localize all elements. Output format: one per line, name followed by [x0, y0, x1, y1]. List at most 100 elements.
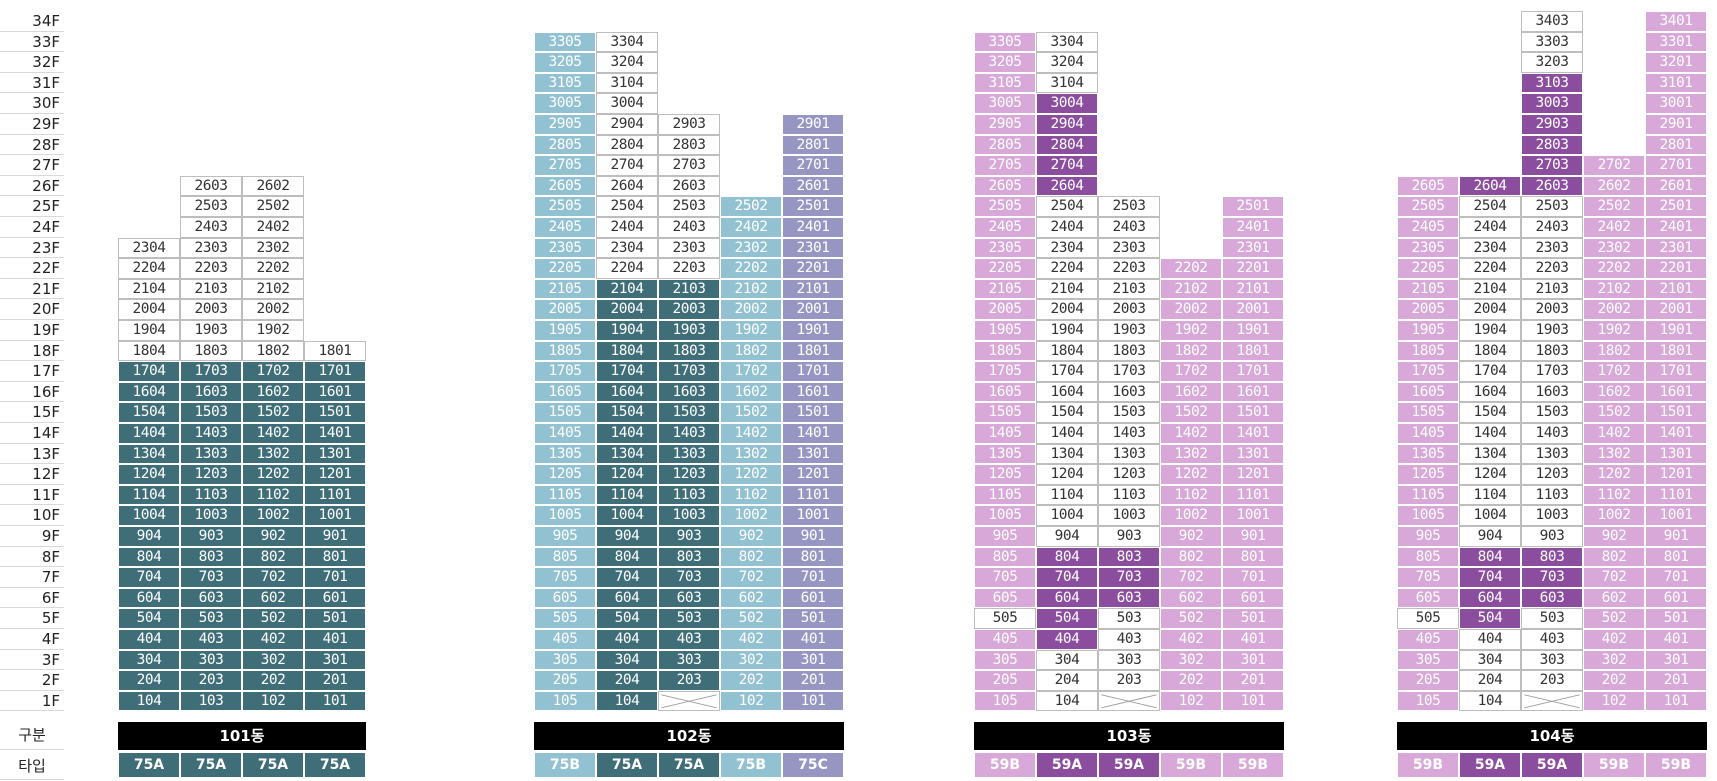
unit-cell: 1905: [974, 320, 1036, 341]
unit-cell: 2201: [782, 258, 844, 279]
unit-cell: 201: [1222, 670, 1284, 691]
unit-cell: 704: [1459, 567, 1521, 588]
unit-cell: 2402: [1583, 217, 1645, 238]
unit-cell: 602: [720, 587, 782, 609]
unit-cell: 1801: [782, 340, 844, 362]
unit-cell: 1404: [596, 423, 658, 444]
unit-cell: 2405: [534, 217, 596, 238]
unit-cell: 2503: [1098, 196, 1160, 217]
unit-cell: 1505: [974, 402, 1036, 423]
unit-cell: 2502: [720, 196, 782, 217]
unit-cell: 2004: [118, 299, 180, 320]
unit-cell: 2002: [1160, 299, 1222, 320]
unit-cell: 2303: [1098, 237, 1160, 259]
unit-cell: 1401: [1222, 423, 1284, 444]
unit-cell: 203: [658, 670, 720, 691]
unit-cell: 2003: [658, 299, 720, 320]
unit-cell: 3004: [596, 93, 658, 114]
unit-cell: 1305: [1397, 443, 1459, 465]
unit-cell: 2403: [180, 217, 242, 238]
unit-cell: 1702: [1160, 361, 1222, 382]
unit-cell: 1901: [782, 320, 844, 341]
unit-type-cell: 59A: [1036, 752, 1098, 778]
unit-cell: 1204: [1459, 464, 1521, 485]
unit-cell: 2703: [1521, 155, 1583, 176]
unit-cell: 1601: [1645, 381, 1707, 403]
floor-label: 33F: [0, 32, 64, 53]
unit-cell: 2804: [1036, 134, 1098, 156]
unit-cell: 802: [720, 546, 782, 568]
unit-cell: 1304: [596, 443, 658, 465]
unit-cell: 1704: [1036, 361, 1098, 382]
unit-cell: 2104: [596, 278, 658, 300]
unit-cell: 1704: [596, 361, 658, 382]
unit-cell: 2104: [1459, 278, 1521, 300]
unit-cell: 2102: [242, 278, 304, 300]
unit-cell: 902: [242, 526, 304, 547]
unit-cell: 1405: [974, 423, 1036, 444]
unit-cell: 2305: [974, 237, 1036, 259]
unit-cell: 3201: [1645, 52, 1707, 73]
unit-cell: 305: [1397, 649, 1459, 671]
unit-cell: 601: [1645, 587, 1707, 609]
unit-cell: 1401: [782, 423, 844, 444]
unit-cell: 2601: [782, 175, 844, 197]
unit-cell: 201: [782, 670, 844, 691]
floor-label: 18F: [0, 341, 64, 362]
unit-cell: 2003: [180, 299, 242, 320]
unit-cell: 1404: [118, 423, 180, 444]
unit-cell: 803: [1098, 546, 1160, 568]
unit-cell: 1604: [596, 381, 658, 403]
unit-cell: 305: [974, 649, 1036, 671]
unit-cell: 1305: [974, 443, 1036, 465]
unit-cell: 301: [782, 649, 844, 671]
unit-cell: 3305: [534, 31, 596, 53]
unit-cell: 1303: [180, 443, 242, 465]
unit-cell: 2202: [242, 258, 304, 279]
unit-cell: 1905: [534, 320, 596, 341]
unit-cell: 901: [1222, 526, 1284, 547]
unit-cell: 1902: [1583, 320, 1645, 341]
unit-type-cell: 75A: [242, 752, 304, 778]
unit-cell: 1002: [1583, 505, 1645, 526]
unit-cell: 1601: [1222, 381, 1284, 403]
unit-cell: 3005: [534, 93, 596, 114]
unit-cell: 2203: [180, 258, 242, 279]
unit-cell: 1703: [1098, 361, 1160, 382]
unit-cell: 2401: [1222, 217, 1284, 238]
unit-cell: 304: [1036, 649, 1098, 671]
unit-cell: 1503: [658, 402, 720, 423]
unit-cell: 1503: [180, 402, 242, 423]
unit-cell: 1103: [1521, 484, 1583, 506]
unit-cell: 1705: [974, 361, 1036, 382]
unit-cell: 1702: [1583, 361, 1645, 382]
unit-cell: 104: [118, 690, 180, 712]
unit-cell: 803: [658, 546, 720, 568]
unit-cell: 302: [1583, 649, 1645, 671]
unit-cell: 604: [1459, 587, 1521, 609]
unit-cell: 1402: [720, 423, 782, 444]
unit-cell: 2905: [534, 114, 596, 135]
unit-type-cell: 59A: [1459, 752, 1521, 778]
unit-cell: 1605: [1397, 381, 1459, 403]
unit-cell: 803: [1521, 546, 1583, 568]
unit-cell: 1201: [1222, 464, 1284, 485]
unit-cell: 401: [782, 629, 844, 650]
unit-cell: 2503: [1521, 196, 1583, 217]
unit-cell: 2501: [1222, 196, 1284, 217]
unavailable-unit-cell: [1521, 690, 1583, 712]
unit-cell: 801: [782, 546, 844, 568]
unit-cell: 904: [596, 526, 658, 547]
unit-cell: 1804: [1036, 340, 1098, 362]
unit-cell: 1202: [1583, 464, 1645, 485]
unit-cell: 1203: [180, 464, 242, 485]
unit-cell: 2603: [180, 175, 242, 197]
unit-cell: 501: [304, 608, 366, 629]
unit-cell: 301: [304, 649, 366, 671]
unit-cell: 903: [658, 526, 720, 547]
unit-cell: 201: [304, 670, 366, 691]
building-name: 104동: [1397, 722, 1707, 750]
unit-cell: 2002: [720, 299, 782, 320]
unit-cell: 2404: [1459, 217, 1521, 238]
unit-cell: 1905: [1397, 320, 1459, 341]
